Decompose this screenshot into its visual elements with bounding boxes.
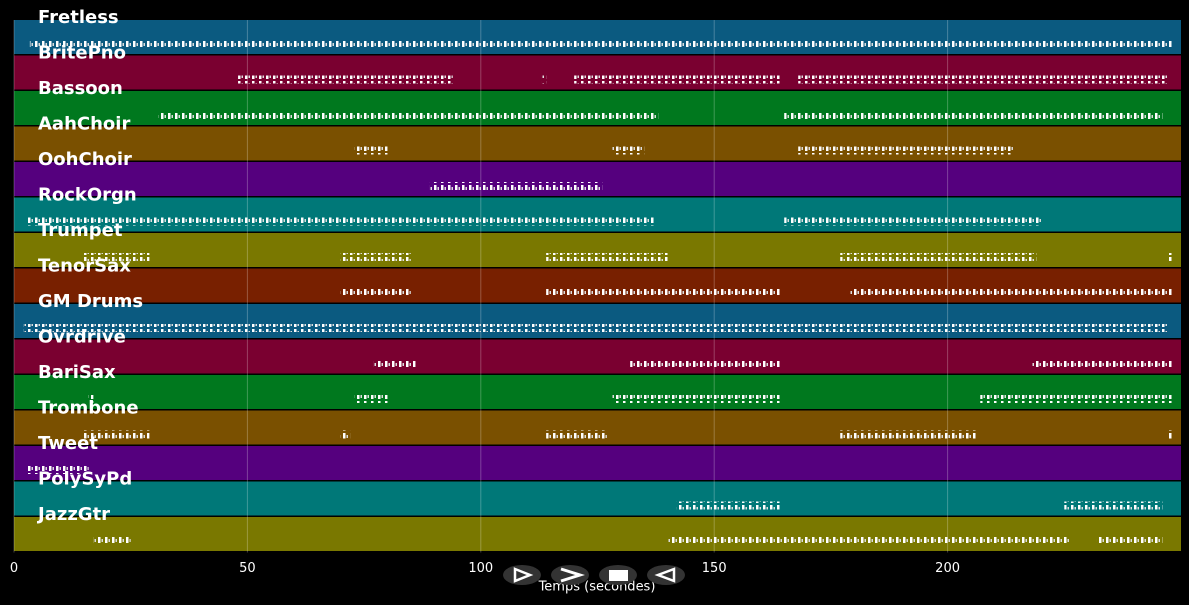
track-label: BritePno [38, 43, 126, 64]
track-label: Bassoon [38, 78, 123, 99]
note-segment [611, 146, 645, 155]
note-segment [84, 253, 150, 261]
track-label: PolySyPd [38, 469, 132, 490]
note-segment [340, 430, 351, 439]
note-segment [798, 146, 1013, 155]
x-axis-label: Temps (secondes) [538, 580, 656, 595]
track-band [14, 481, 1181, 516]
x-tick-label: 150 [702, 561, 727, 576]
note-segment [667, 537, 1069, 545]
note-segment [840, 430, 976, 439]
track-label: RockOrgn [38, 185, 137, 206]
track-band [14, 446, 1181, 480]
note-segment [88, 395, 94, 403]
track-label: Trumpet [38, 220, 123, 241]
play-button[interactable] [503, 565, 541, 585]
note-segment [574, 75, 780, 84]
note-segment [1064, 501, 1163, 510]
note-segment [29, 40, 1172, 48]
note-segment [1096, 537, 1163, 545]
note-segment [546, 253, 668, 261]
track-label: Trombone [38, 398, 139, 419]
track-band [14, 55, 1181, 90]
track-band [14, 339, 1181, 374]
note-segment [93, 537, 131, 545]
note-segment [429, 182, 603, 190]
track-label: BariSax [38, 362, 116, 383]
note-segment [28, 217, 654, 226]
tracks [13, 20, 1181, 553]
note-segment [630, 359, 780, 368]
note-segment [354, 395, 388, 403]
x-tick-label: 50 [239, 561, 256, 576]
note-segment [849, 288, 1172, 297]
track-band [14, 126, 1181, 161]
previous-button[interactable] [647, 565, 685, 585]
x-tick-label: 100 [468, 561, 493, 576]
note-segment [158, 111, 659, 119]
note-segment [373, 359, 416, 368]
note-segment [340, 288, 411, 297]
note-segment [611, 395, 780, 403]
stop-button[interactable] [599, 565, 637, 585]
track-label: TenorSax [38, 256, 131, 277]
track-label: AahChoir [38, 114, 130, 135]
overlay: Fretless BritePno Bassoon AahChoir OohChoir R… [36, 7, 143, 525]
track-band [14, 517, 1181, 551]
x-tick-label: 0 [10, 561, 18, 576]
note-segment [840, 253, 1037, 261]
note-segment [546, 430, 607, 439]
x-tick-label: 200 [935, 561, 960, 576]
note-segment [1166, 430, 1172, 439]
controls [503, 565, 685, 585]
track-label: Ovrdrive [38, 327, 126, 348]
note-segment [354, 146, 388, 155]
note-segment [28, 466, 89, 474]
next-button[interactable] [551, 565, 589, 585]
note-segment [1031, 359, 1172, 368]
track-band [14, 410, 1181, 445]
track-band [14, 304, 1181, 338]
note-segment [238, 75, 453, 84]
track-label: OohChoir [38, 149, 132, 170]
note-segment [541, 75, 547, 84]
track-band [14, 20, 1181, 54]
track-band [14, 233, 1181, 267]
note-segment [340, 253, 411, 261]
track-label: Tweet [38, 433, 98, 454]
note-segment [1166, 253, 1172, 261]
track-band [14, 375, 1181, 409]
note-segment [798, 75, 1167, 84]
track-band [14, 91, 1181, 125]
note-segment [784, 217, 1041, 226]
note-segment [784, 111, 1163, 119]
track-band [14, 268, 1181, 303]
track-label: JazzGtr [36, 504, 110, 525]
note-segment [546, 288, 780, 297]
track-band [14, 162, 1181, 196]
track-band [14, 197, 1181, 232]
track-label: Fretless [38, 7, 119, 28]
note-segment [980, 395, 1172, 403]
note-segment [23, 324, 1167, 332]
note-segment [84, 430, 150, 439]
track-label: GM Drums [38, 291, 143, 312]
note-segment [676, 501, 780, 510]
